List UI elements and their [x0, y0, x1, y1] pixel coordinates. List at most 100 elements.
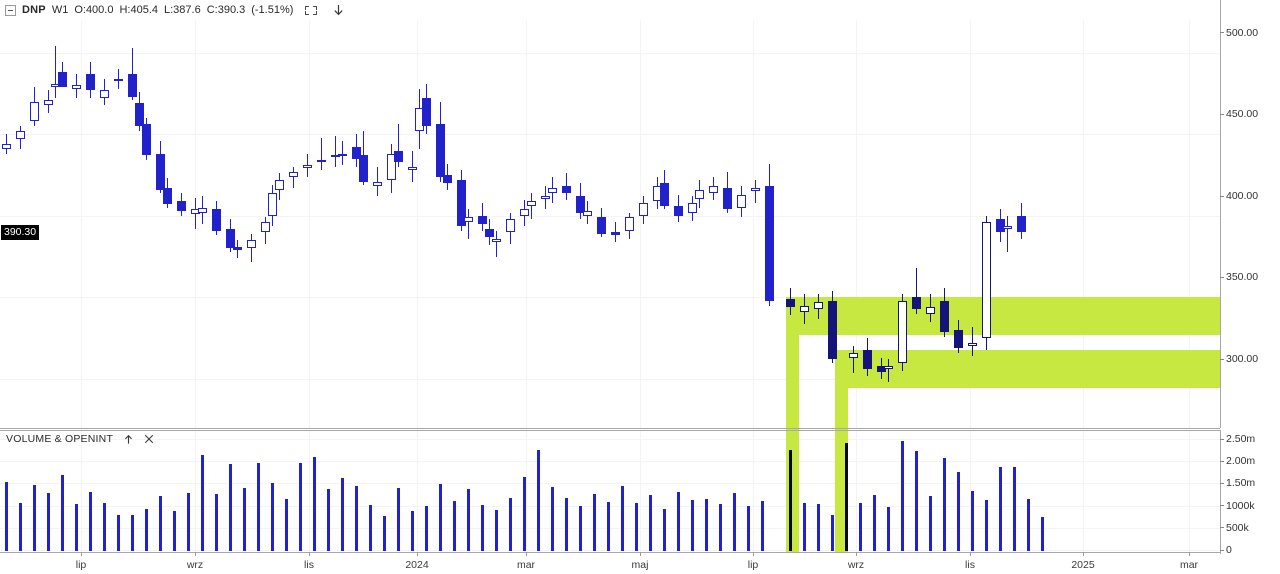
candlestick	[274, 173, 284, 200]
time-axis-tick	[753, 552, 754, 556]
candle-body-down	[435, 124, 445, 177]
time-axis-tick	[195, 552, 196, 556]
candlestick	[813, 294, 823, 319]
volume-bar	[18, 503, 22, 551]
volume-gridlines	[0, 430, 1220, 552]
volume-bar	[1040, 517, 1044, 551]
volume-bar	[410, 511, 414, 551]
volume-bar	[368, 505, 372, 551]
volume-bar	[620, 485, 624, 551]
volume-bar	[844, 443, 848, 551]
volume-bar	[550, 486, 554, 551]
candle-wick	[292, 166, 294, 189]
volume-bar	[956, 471, 960, 551]
time-axis-tick-label: lis	[304, 559, 314, 571]
candle-body-down	[85, 73, 95, 91]
volume-axis-tick: 0	[1220, 544, 1232, 556]
price-axis-tick: 450.00	[1220, 108, 1258, 120]
price-axis[interactable]: 500.00 450.00 400.00 350.00 300.00	[1220, 0, 1280, 428]
volume-bar	[872, 495, 876, 551]
volume-bar	[144, 508, 148, 551]
candle-body-down	[57, 72, 67, 87]
gridline-vertical	[195, 430, 196, 552]
candle-body-up	[526, 201, 536, 207]
chart-legend: DNP W1 O:400.0 H:405.4 L:387.6 C:390.3 (…	[0, 0, 345, 20]
candlestick	[582, 201, 592, 224]
change-percent: (-1.51%)	[251, 4, 294, 16]
candle-body-down	[995, 219, 1005, 233]
price-axis-tick: 350.00	[1220, 271, 1258, 283]
candle-body-down	[953, 330, 963, 348]
volume-chart-pane[interactable]	[0, 430, 1220, 552]
candlestick	[862, 338, 872, 376]
volume-axis-tick: 2.50m	[1220, 433, 1255, 445]
volume-bar	[564, 497, 568, 551]
time-axis-tick-label: lis	[965, 559, 975, 571]
supply-zone-lower[interactable]	[835, 349, 1220, 388]
price-chart-pane[interactable]	[0, 20, 1220, 428]
candle-body-down	[232, 246, 242, 251]
candle-body-down	[477, 215, 487, 224]
volume-bar	[928, 496, 932, 551]
volume-bar-series	[0, 430, 1220, 552]
candle-body-up	[337, 153, 347, 156]
price-axis-tick: 400.00	[1220, 190, 1258, 202]
supply-zone-upper[interactable]	[787, 296, 1220, 335]
time-axis-tick-label: wrz	[186, 559, 204, 571]
candle-body-down	[225, 228, 235, 249]
candle-body-up	[246, 240, 256, 249]
time-axis-tick-label: 2025	[1071, 559, 1095, 571]
gridline-vertical	[417, 430, 418, 552]
candle-body-up	[113, 78, 123, 81]
volume-bar	[900, 440, 904, 551]
candle-body-up	[813, 302, 823, 309]
volume-axis-tick: 1.50m	[1220, 477, 1255, 489]
volume-bar	[732, 493, 736, 551]
expand-fullscreen-icon[interactable]	[305, 5, 318, 16]
time-axis-tick	[856, 552, 857, 556]
arrow-down-icon[interactable]	[332, 4, 345, 17]
volume-bar	[354, 485, 358, 551]
time-axis[interactable]: lip wrz lis 2024 mar maj lip wrz lis 2025 mar	[0, 552, 1220, 574]
candlestick	[407, 150, 417, 182]
volume-axis-tick-label: 1.50m	[1226, 477, 1256, 490]
candle-body-down	[1016, 215, 1026, 233]
candlestick	[71, 73, 81, 99]
candle-body-up	[260, 222, 270, 233]
candle-body-up	[967, 343, 977, 347]
volume-bar	[242, 487, 246, 551]
candlestick	[155, 140, 165, 193]
gridline-vertical	[1083, 20, 1084, 428]
volume-axis[interactable]: 2.50m 2.00m 1.50m 1000k 500k 0	[1220, 430, 1280, 556]
candlestick	[610, 222, 620, 242]
candlestick	[1, 134, 11, 154]
gridline-vertical	[195, 20, 196, 428]
volume-bar	[158, 496, 162, 551]
candle-body-down	[785, 299, 795, 308]
gridline-vertical	[970, 430, 971, 552]
candlestick	[435, 101, 445, 182]
candlestick	[708, 176, 718, 200]
symbol-label[interactable]: DNP	[22, 4, 46, 16]
price-axis-line	[1220, 0, 1221, 428]
candle-body-up	[1002, 225, 1012, 229]
candlestick	[477, 202, 487, 231]
candle-wick	[54, 46, 56, 99]
candle-body-up	[274, 179, 284, 190]
candlestick	[547, 176, 557, 203]
volume-bar	[466, 489, 470, 551]
collapse-minus-icon[interactable]	[5, 4, 16, 16]
candlestick	[736, 186, 746, 218]
candle-body-up	[15, 130, 25, 140]
volume-bar	[46, 493, 50, 551]
arrow-up-icon[interactable]	[123, 434, 134, 445]
candle-body-down	[722, 188, 732, 210]
candle-body-up	[330, 155, 340, 158]
close-x-icon[interactable]	[144, 434, 154, 444]
candlestick	[764, 163, 774, 306]
candlestick	[127, 47, 137, 100]
candlestick	[351, 134, 361, 167]
timeframe-label[interactable]: W1	[51, 4, 69, 16]
volume-bar	[690, 499, 694, 551]
